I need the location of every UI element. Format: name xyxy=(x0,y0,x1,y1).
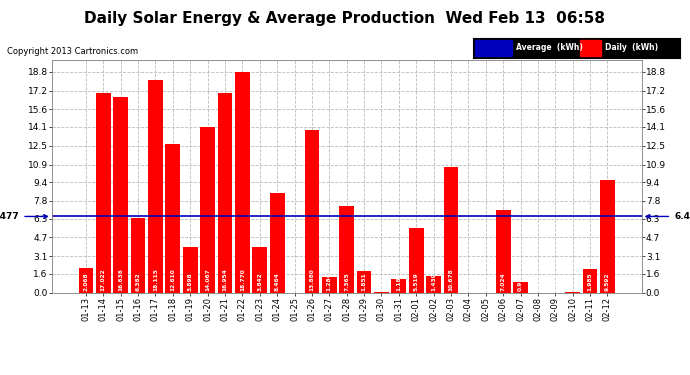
Bar xyxy=(304,129,319,292)
Bar xyxy=(253,248,267,292)
Bar xyxy=(391,279,406,292)
Text: 6.382: 6.382 xyxy=(136,272,141,291)
Text: 0.056: 0.056 xyxy=(379,272,384,291)
Text: 0.000: 0.000 xyxy=(292,273,297,291)
Bar xyxy=(148,80,163,292)
Text: 9.592: 9.592 xyxy=(605,272,610,291)
Text: Daily Solar Energy & Average Production  Wed Feb 13  06:58: Daily Solar Energy & Average Production … xyxy=(84,11,606,26)
Text: 1.284: 1.284 xyxy=(327,272,332,291)
Text: 0.013: 0.013 xyxy=(570,272,575,291)
Text: Daily  (kWh): Daily (kWh) xyxy=(605,44,658,52)
Text: 0.000: 0.000 xyxy=(535,273,540,291)
Bar xyxy=(322,278,337,292)
Bar xyxy=(130,217,146,292)
Text: 16.954: 16.954 xyxy=(223,268,228,291)
Text: 3.842: 3.842 xyxy=(257,272,262,291)
Text: 0.911: 0.911 xyxy=(518,272,523,291)
Text: 5.519: 5.519 xyxy=(414,272,419,291)
Bar xyxy=(166,144,180,292)
Text: 8.464: 8.464 xyxy=(275,272,279,291)
Bar xyxy=(409,228,424,292)
Text: 1.851: 1.851 xyxy=(362,272,366,291)
Text: 14.067: 14.067 xyxy=(205,268,210,291)
Text: 6.477: 6.477 xyxy=(0,212,48,221)
Bar xyxy=(339,206,354,292)
Text: 16.636: 16.636 xyxy=(118,268,124,291)
Text: 0.000: 0.000 xyxy=(553,273,558,291)
Bar xyxy=(475,40,512,56)
Text: 7.024: 7.024 xyxy=(501,272,506,291)
Bar xyxy=(357,271,371,292)
Bar xyxy=(96,93,110,292)
Text: 2.068: 2.068 xyxy=(83,272,88,291)
Text: Average  (kWh): Average (kWh) xyxy=(516,44,583,52)
Bar xyxy=(217,93,233,292)
Bar xyxy=(580,40,601,56)
Text: 17.022: 17.022 xyxy=(101,268,106,291)
Text: 18.115: 18.115 xyxy=(153,268,158,291)
Text: 18.770: 18.770 xyxy=(240,268,245,291)
Text: 1.186: 1.186 xyxy=(396,272,402,291)
Bar xyxy=(183,247,197,292)
Bar xyxy=(444,167,458,292)
Bar xyxy=(235,72,250,292)
Bar xyxy=(79,268,93,292)
Bar xyxy=(200,128,215,292)
Text: 7.365: 7.365 xyxy=(344,272,349,291)
Text: Copyright 2013 Cartronics.com: Copyright 2013 Cartronics.com xyxy=(7,47,138,56)
Bar xyxy=(600,180,615,292)
Text: 10.678: 10.678 xyxy=(448,268,453,291)
Text: 12.610: 12.610 xyxy=(170,268,175,291)
Text: 1.985: 1.985 xyxy=(588,272,593,291)
Text: 3.898: 3.898 xyxy=(188,272,193,291)
Text: 0.000: 0.000 xyxy=(466,273,471,291)
Bar xyxy=(113,97,128,292)
Bar xyxy=(513,282,528,292)
Bar xyxy=(496,210,511,292)
Bar xyxy=(426,276,441,292)
Text: 6.477: 6.477 xyxy=(646,212,690,221)
Text: 13.880: 13.880 xyxy=(309,268,315,291)
Text: 1.439: 1.439 xyxy=(431,272,436,291)
Bar xyxy=(583,269,598,292)
Text: 0.000: 0.000 xyxy=(483,273,489,291)
Bar xyxy=(270,193,284,292)
